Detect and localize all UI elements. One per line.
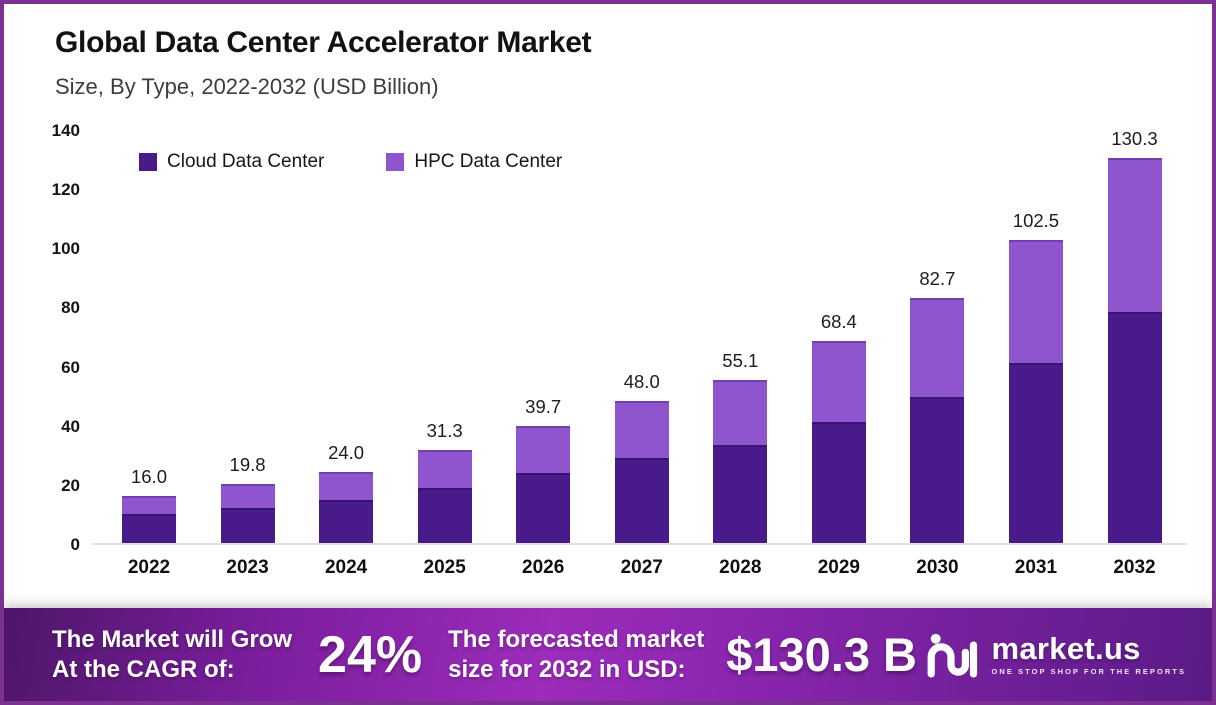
bar-2027 — [614, 401, 669, 543]
y-tick-120: 120 — [51, 180, 80, 200]
bar-2030 — [910, 298, 965, 543]
x-label-2030: 2030 — [916, 557, 959, 578]
bar-value-2022: 16.0 — [130, 465, 167, 487]
legend-label-cloud: Cloud Data Center — [167, 151, 325, 172]
bar-2026-cloud-segment — [516, 473, 571, 543]
cagr-label-line1: The Market will Grow — [52, 626, 293, 654]
bar-2022 — [122, 495, 176, 543]
bar-value-2032: 130.3 — [1111, 127, 1158, 149]
x-axis-baseline — [92, 543, 1187, 545]
bar-value-2027: 48.0 — [623, 371, 660, 393]
bar-2029 — [811, 340, 866, 543]
bar-2032-hpc-segment — [1107, 157, 1162, 313]
bar-2025-hpc-segment — [417, 450, 472, 488]
bar-2023-hpc-segment — [220, 484, 275, 508]
brand-name: market.us — [991, 631, 1141, 667]
bar-2024 — [319, 472, 374, 543]
bar-2024-cloud-segment — [319, 500, 374, 543]
bar-2023 — [220, 484, 275, 543]
bar-2027-hpc-segment — [614, 401, 669, 458]
legend-item-cloud: Cloud Data Center — [139, 151, 324, 173]
bar-value-2028: 55.1 — [722, 350, 759, 372]
bar-value-2030: 82.7 — [919, 268, 956, 290]
x-label-2031: 2031 — [1014, 557, 1058, 578]
bar-2028-hpc-segment — [713, 380, 768, 446]
bar-2025-cloud-segment — [417, 487, 472, 543]
x-label-2032: 2032 — [1113, 557, 1156, 578]
bar-2022-hpc-segment — [122, 495, 176, 515]
y-tick-100: 100 — [51, 239, 80, 259]
x-label-2023: 2023 — [226, 557, 269, 578]
x-label-2029: 2029 — [817, 557, 860, 578]
bottom-banner: The Market will Grow At the CAGR of: 24%… — [4, 608, 1212, 701]
forecast-label-line2: size for 2032 in USD: — [448, 655, 686, 683]
plot-area: 16.0 2022 19.8 2023 24.0 2024 31.3 2025 39.7 2026… — [92, 125, 1187, 578]
bar-2029-hpc-segment — [811, 340, 866, 422]
marketus-logo: market.us ONE STOP SHOP FOR THE REPORTS — [924, 632, 1186, 678]
forecast-label-line1: The forecasted market — [448, 626, 705, 654]
bar-2026 — [516, 425, 571, 543]
hpc-swatch-icon — [386, 153, 405, 171]
bar-2030-cloud-segment — [910, 397, 965, 543]
bar-2027-cloud-segment — [614, 457, 669, 543]
cloud-swatch-icon — [139, 153, 157, 171]
legend-item-hpc: HPC Data Center — [386, 151, 562, 173]
x-label-2025: 2025 — [423, 557, 466, 578]
bar-2029-cloud-segment — [811, 421, 866, 543]
bar-value-2029: 68.4 — [820, 310, 857, 332]
bar-value-2026: 39.7 — [525, 395, 562, 417]
brand-tagline: ONE STOP SHOP FOR THE REPORTS — [991, 667, 1186, 677]
bar-2028 — [713, 380, 768, 543]
bar-2031-hpc-segment — [1008, 239, 1063, 363]
cagr-value: 24% — [318, 625, 423, 684]
forecast-value: $130.3 B — [726, 628, 917, 681]
bar-value-2023: 19.8 — [229, 454, 266, 476]
y-axis: 0 20 40 60 80 100 120 140 — [22, 4, 80, 701]
bar-2026-hpc-segment — [516, 425, 571, 474]
x-label-2028: 2028 — [719, 557, 762, 578]
bar-2024-hpc-segment — [319, 472, 374, 501]
chart-subtitle: Size, By Type, 2022-2032 (USD Billion) — [55, 74, 439, 99]
bar-2023-cloud-segment — [220, 507, 275, 543]
y-tick-140: 140 — [51, 121, 80, 140]
bar-2028-cloud-segment — [713, 445, 768, 543]
forecast-label: The forecasted market size for 2032 in U… — [448, 625, 704, 684]
chart-title: Global Data Center Accelerator Market — [55, 26, 592, 59]
x-label-2024: 2024 — [324, 557, 368, 578]
bar-value-2024: 24.0 — [328, 442, 365, 464]
marketus-logo-icon — [927, 633, 977, 677]
y-tick-20: 20 — [61, 475, 80, 495]
y-tick-0: 0 — [70, 535, 80, 554]
bar-2022-cloud-segment — [122, 514, 176, 543]
cagr-label-line2: At the CAGR of: — [52, 655, 235, 683]
y-tick-60: 60 — [61, 357, 80, 377]
bar-2025 — [417, 450, 472, 543]
legend: Cloud Data Center HPC Data Center — [139, 151, 562, 173]
bar-2031 — [1008, 239, 1063, 543]
bar-2030-hpc-segment — [910, 298, 965, 398]
bar-value-2025: 31.3 — [426, 420, 463, 442]
x-label-2022: 2022 — [127, 557, 171, 578]
cagr-label: The Market will Grow At the CAGR of: — [52, 625, 292, 684]
x-label-2027: 2027 — [620, 557, 663, 578]
x-label-2026: 2026 — [522, 557, 565, 578]
bar-2032-cloud-segment — [1107, 312, 1162, 543]
y-tick-40: 40 — [61, 416, 80, 436]
bar-value-2031: 102.5 — [1012, 209, 1060, 231]
y-tick-80: 80 — [61, 298, 80, 318]
legend-label-hpc: HPC Data Center — [414, 151, 563, 172]
bar-2031-cloud-segment — [1008, 362, 1063, 543]
bar-2032 — [1107, 157, 1162, 543]
